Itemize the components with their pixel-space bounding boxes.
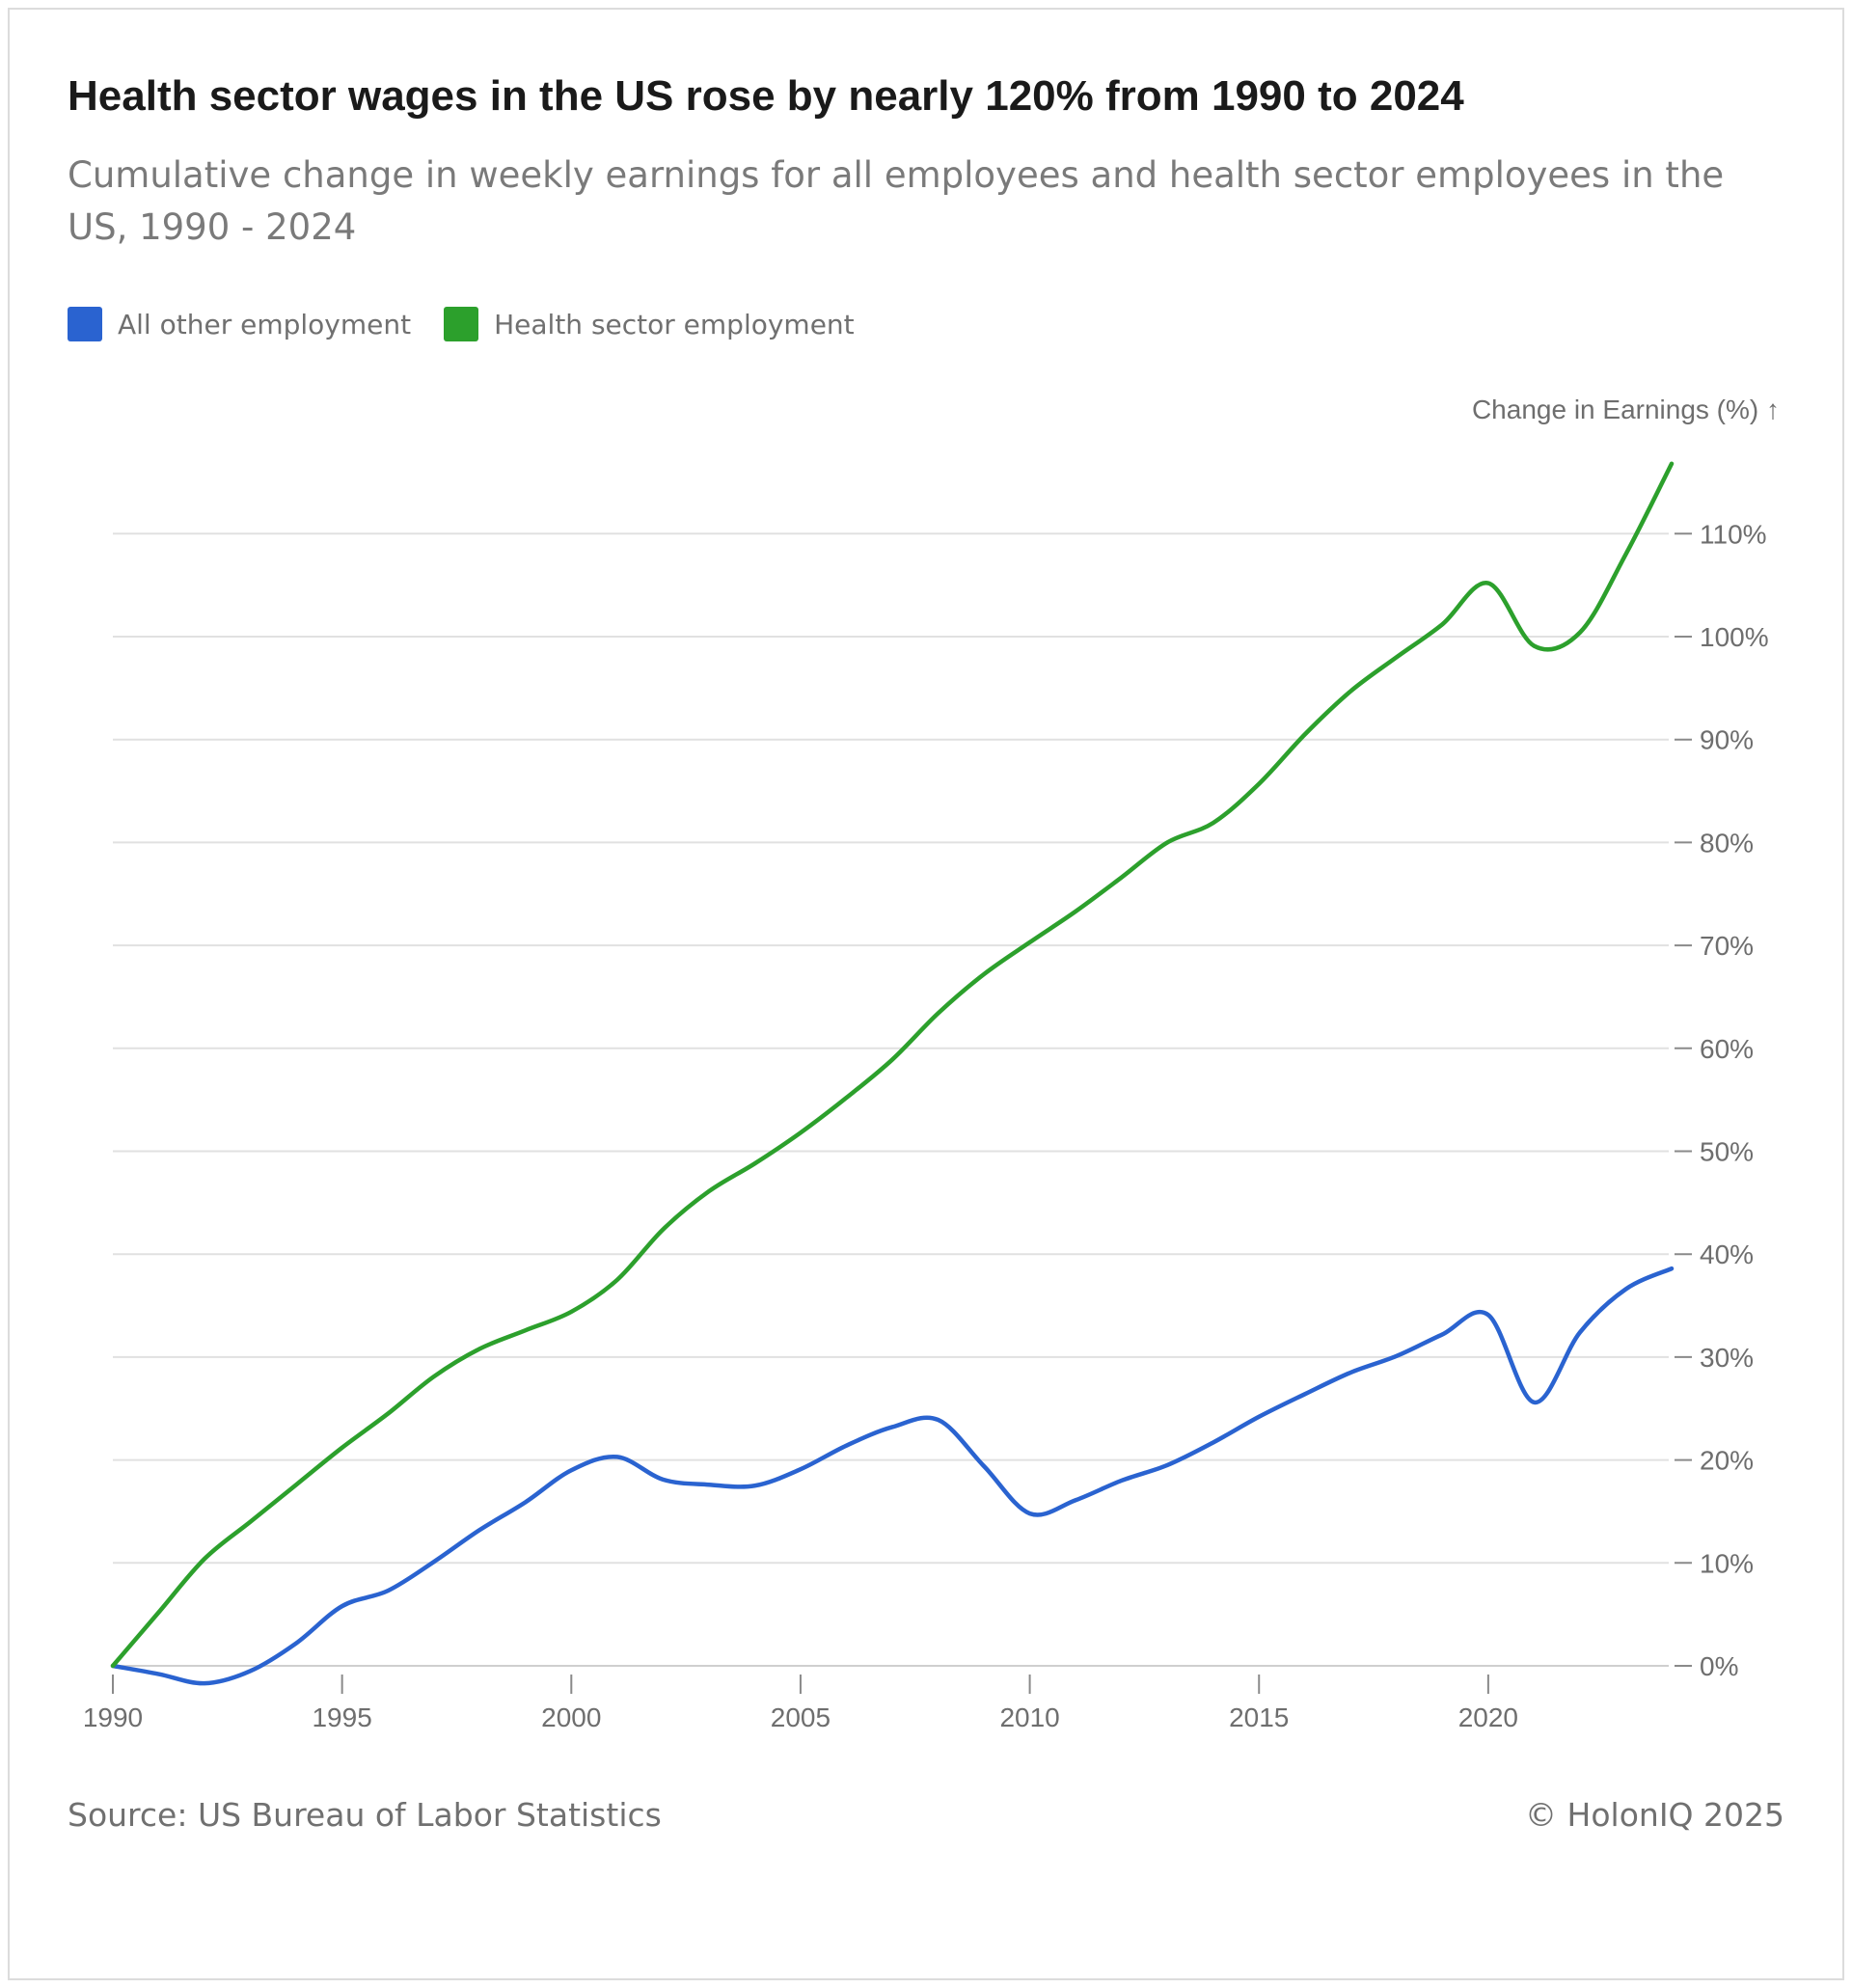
legend-swatch-all-other bbox=[68, 307, 102, 341]
x-tick-label-2005: 2005 bbox=[771, 1702, 831, 1732]
y-tick-label-70: 70% bbox=[1700, 931, 1754, 961]
y-tick-label-60: 60% bbox=[1700, 1034, 1754, 1064]
y-tick-label-40: 40% bbox=[1700, 1239, 1754, 1269]
y-tick-label-100: 100% bbox=[1700, 622, 1769, 652]
y-tick-label-80: 80% bbox=[1700, 828, 1754, 858]
series-lines bbox=[110, 461, 1675, 1686]
legend: All other employment Health sector emplo… bbox=[68, 307, 887, 341]
x-tick-label-2020: 2020 bbox=[1458, 1702, 1518, 1732]
source-note: Source: US Bureau of Labor Statistics bbox=[68, 1796, 662, 1834]
x-tick-label-1995: 1995 bbox=[312, 1702, 371, 1732]
legend-item-health-sector[interactable]: Health sector employment bbox=[444, 307, 855, 341]
chart-subtitle: Cumulative change in weekly earnings for… bbox=[68, 154, 1725, 248]
series-line-health-sector-employment[interactable] bbox=[110, 461, 1675, 1669]
y-tick-label-20: 20% bbox=[1700, 1446, 1754, 1476]
legend-swatch-health-sector bbox=[444, 307, 479, 341]
chart-frame bbox=[8, 8, 1844, 1980]
y-tick-label-90: 90% bbox=[1700, 725, 1754, 755]
legend-label-all-other: All other employment bbox=[118, 308, 412, 340]
x-tick-label-2015: 2015 bbox=[1229, 1702, 1289, 1732]
x-tick-label-2010: 2010 bbox=[999, 1702, 1059, 1732]
chart-title: Health sector wages in the US rose by ne… bbox=[68, 72, 1464, 120]
y-tick-label-50: 50% bbox=[1700, 1137, 1754, 1167]
y-tick-label-110: 110% bbox=[1700, 519, 1767, 549]
copyright-note: © HolonIQ 2025 bbox=[1525, 1796, 1784, 1834]
y-tick-label-0: 0% bbox=[1700, 1651, 1738, 1681]
y-axis-title: Change in Earnings (%) ↑ bbox=[1472, 395, 1780, 424]
axes: 0% 10% 20% 30% 40% 50% 60% 70% 80% 90% 100% 110% 199… bbox=[83, 519, 1769, 1732]
x-tick-label-2000: 2000 bbox=[541, 1702, 601, 1732]
gridlines bbox=[113, 532, 1669, 1667]
x-tick-label-1990: 1990 bbox=[83, 1702, 143, 1732]
y-tick-label-30: 30% bbox=[1700, 1343, 1754, 1373]
series-line-all-other-employment[interactable] bbox=[110, 1266, 1675, 1686]
legend-item-all-other[interactable]: All other employment bbox=[68, 307, 411, 341]
legend-label-health-sector: Health sector employment bbox=[494, 308, 855, 340]
y-tick-label-10: 10% bbox=[1700, 1548, 1754, 1578]
